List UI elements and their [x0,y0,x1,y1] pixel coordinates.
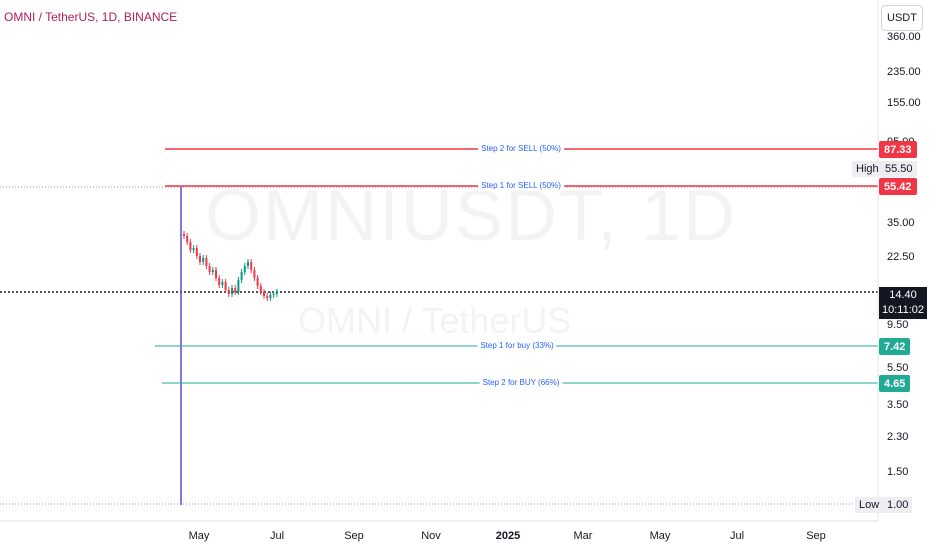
candle-body [221,282,224,285]
price-tick: 1.50 [887,466,909,478]
candles-group [183,231,278,301]
candle-body [227,290,230,294]
time-tick: May [188,530,210,542]
time-tick: Jul [729,530,745,542]
current-price-value: 14.40 [889,289,917,301]
candle-body [202,258,205,262]
low-value: 1.00 [883,497,913,513]
candle-body [247,262,249,266]
bar-countdown: 10:11:02 [881,304,924,316]
level-label-step2-buy[interactable]: Step 2 for BUY (66%) [479,378,563,388]
level-label-step1-sell[interactable]: Step 1 for SELL (50%) [478,181,564,191]
chart-title[interactable]: OMNI / TetherUS, 1D, BINANCE [4,10,178,24]
candle-body [263,292,265,296]
candle-body [240,272,243,280]
candle-body [231,288,233,294]
price-tick: 35.00 [887,217,915,229]
candle-body [186,236,189,242]
candle-body [218,278,221,285]
candle-body [192,248,195,250]
price-tick: 235.00 [887,66,921,78]
candle-body [256,278,259,286]
candle-body [250,262,253,270]
price-badge-step1-sell: 55.42 [879,178,917,195]
high-label: High [852,161,883,177]
price-tick: 3.50 [887,399,909,411]
candle-body [243,266,246,272]
price-tick: 5.50 [887,362,909,374]
time-tick: Jul [269,530,285,542]
price-badge-step2-buy: 4.65 [879,375,911,392]
candle-body [211,270,214,272]
price-badge-step1-buy: 7.42 [879,338,911,355]
candle-body [208,266,211,272]
candle-body [259,286,262,292]
candle-body [199,256,201,262]
time-tick: May [649,530,671,542]
watermark-symbol: OMNIUSDT, 1D [205,175,737,257]
candle-body [183,234,185,236]
high-value: 55.50 [881,161,917,177]
candle-body [189,242,192,250]
low-label: Low [855,497,884,513]
candle-body [266,296,269,298]
price-badge-step2-sell: 87.33 [879,141,917,158]
price-tick: 9.50 [887,319,909,331]
level-label-step1-buy[interactable]: Step 1 for buy (33%) [477,341,557,351]
candle-body [205,258,208,266]
price-tick: 22.50 [887,251,915,263]
time-tick-year: 2025 [495,530,521,542]
candle-body [269,295,272,298]
currency-button[interactable]: USDT [881,5,923,31]
candle-body [195,248,198,256]
time-tick: Nov [421,530,441,542]
level-label-step2-sell[interactable]: Step 2 for SELL (50%) [478,144,564,154]
candle-body [237,280,240,292]
candle-body [234,288,237,292]
candle-body [275,292,278,294]
candle-body [215,270,217,278]
price-tick: 360.00 [887,31,921,43]
time-tick: Sep [344,530,364,542]
candle-body [253,270,256,278]
current-price-badge: 14.40 10:11:02 [879,287,927,319]
price-tick: 2.30 [887,431,909,443]
time-tick: Sep [806,530,826,542]
price-tick: 155.00 [887,97,921,109]
candle-body [272,294,275,295]
time-tick: Mar [573,530,593,542]
candle-body [224,282,227,290]
watermark-description: OMNI / TetherUS [298,300,571,342]
